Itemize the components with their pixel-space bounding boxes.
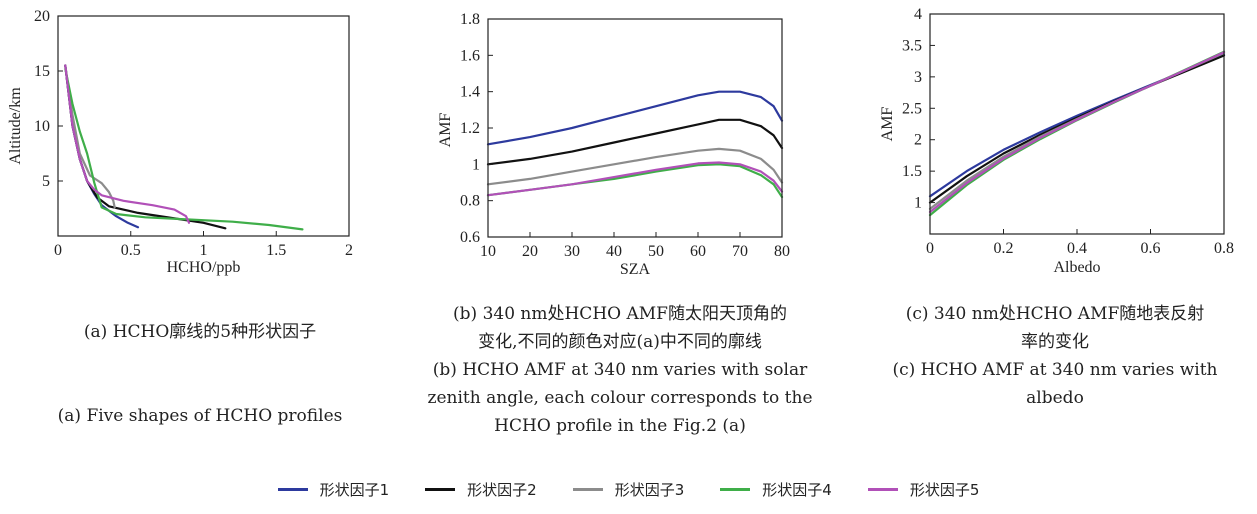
caption-b-en-1: (b) HCHO AMF at 340 nm varies with solar — [432, 360, 808, 380]
caption-a: (a) HCHO廓线的5种形状因子 (a) Five shapes of HCH… — [0, 318, 400, 430]
chart-b-ytick-label: 0.8 — [460, 193, 480, 210]
chart-c: 0 0.2 0.4 0.6 0.8 1 1.5 2 2.5 3 3.5 4 Albedo AMF — [879, 6, 1234, 276]
chart-b-ytick-label: 1.8 — [460, 11, 480, 28]
chart-b-ytick-label: 1.6 — [460, 47, 480, 64]
legend-item-2: 形状因子2 — [425, 479, 537, 500]
chart-b-xlabel: SZA — [620, 261, 651, 278]
chart-a-ytick-label: 10 — [34, 118, 50, 135]
chart-b-frame — [487, 18, 783, 238]
chart-b-xtick-label: 70 — [732, 243, 748, 260]
chart-a: 0 0.5 1 1.5 2 5 10 15 20 HCHO/ppb Altitude/km — [7, 8, 353, 276]
caption-b-en-2: zenith angle, each colour corresponds to… — [427, 388, 813, 408]
chart-b-xtick-label: 40 — [606, 243, 622, 260]
legend-swatch-3 — [572, 487, 603, 491]
legend-item-4: 形状因子4 — [720, 479, 832, 500]
legend-item-1: 形状因子1 — [277, 479, 390, 500]
chart-b-series-3-line — [486, 147, 784, 186]
chart-c-ytick-label: 1 — [914, 195, 922, 212]
caption-c-cn-2: 率的变化 — [1021, 332, 1089, 352]
chart-b-ytick-label: 0.6 — [460, 229, 480, 246]
caption-a-en: (a) Five shapes of HCHO profiles — [57, 406, 343, 426]
chart-c-xtick-label: 0.6 — [1141, 240, 1161, 257]
chart-c-ytick-label: 2 — [914, 132, 922, 149]
legend-item-5: 形状因子5 — [867, 479, 980, 500]
chart-b-ytick-label: 1.4 — [460, 84, 480, 101]
legend-label-2: 形状因子2 — [467, 480, 537, 499]
chart-a-ytick-label: 5 — [42, 173, 50, 190]
caption-a-cn: (a) HCHO廓线的5种形状因子 — [83, 322, 317, 342]
legend-label-4: 形状因子4 — [762, 480, 832, 499]
caption-c: (c) 340 nm处HCHO AMF随地表反射 率的变化 (c) HCHO A… — [855, 300, 1255, 412]
caption-b-en-3: HCHO profile in the Fig.2 (a) — [494, 416, 746, 436]
chart-b-ytick-label: 1.2 — [460, 120, 480, 137]
chart-b: 10 20 30 40 50 60 70 80 0.6 0.8 1 1.2 1.4 1.6 1.8 SZA AM… — [437, 11, 790, 278]
legend-swatch-5 — [867, 487, 898, 491]
caption-c-cn-1: (c) 340 nm处HCHO AMF随地表反射 — [905, 304, 1205, 324]
legend-swatch-1 — [277, 487, 308, 491]
legend-label-3: 形状因子3 — [614, 480, 685, 499]
chart-a-series-3-line — [64, 64, 116, 209]
legend-label-5: 形状因子5 — [909, 480, 980, 499]
chart-a-xtick-label: 0.5 — [121, 242, 141, 259]
chart-c-series-3-line — [928, 51, 1226, 210]
chart-c-ytick-label: 1.5 — [902, 163, 922, 180]
chart-a-series-4-line — [64, 67, 304, 231]
chart-b-xtick-label: 20 — [522, 243, 538, 260]
chart-c-frame — [929, 13, 1225, 235]
chart-b-series-4-line — [486, 163, 784, 199]
chart-c-xlabel: Albedo — [1053, 259, 1100, 276]
caption-c-en-1: (c) HCHO AMF at 340 nm varies with — [892, 360, 1218, 380]
chart-b-series-5-line — [486, 161, 784, 197]
legend: 形状因子1 形状因子2 形状因子3 形状因子4 形状因子5 — [0, 476, 1257, 502]
caption-b: (b) 340 nm处HCHO AMF随太阳天顶角的 变化,不同的颜色对应(a)… — [380, 300, 860, 440]
chart-a-xtick-label: 0 — [54, 242, 62, 259]
legend-swatch-4 — [720, 487, 751, 491]
chart-b-series-2-line — [486, 118, 784, 166]
chart-c-ylabel: AMF — [879, 107, 896, 142]
chart-c-ytick-label: 3 — [914, 69, 922, 86]
chart-c-ytick-label: 2.5 — [902, 100, 922, 117]
chart-b-xtick-label: 60 — [690, 243, 706, 260]
chart-c-series-4-line — [928, 50, 1226, 217]
chart-a-xlabel: HCHO/ppb — [167, 259, 241, 276]
chart-a-xtick-label: 1.5 — [266, 242, 286, 259]
chart-b-xtick-label: 10 — [480, 243, 496, 260]
chart-c-ytick-label: 4 — [914, 6, 922, 23]
chart-b-series-1-line — [486, 90, 784, 146]
chart-c-xtick-label: 0.4 — [1067, 240, 1087, 257]
chart-c-xtick-label: 0.8 — [1214, 240, 1234, 257]
chart-c-ytick-label: 3.5 — [902, 37, 922, 54]
chart-b-xtick-label: 30 — [564, 243, 580, 260]
caption-c-en-2: albedo — [1026, 388, 1084, 408]
chart-c-xtick-label: 0.2 — [994, 240, 1014, 257]
chart-a-frame — [57, 15, 350, 237]
chart-b-xtick-label: 80 — [774, 243, 790, 260]
caption-b-cn-2: 变化,不同的颜色对应(a)中不同的廓线 — [478, 332, 762, 352]
chart-b-ylabel: AMF — [437, 113, 454, 148]
legend-swatch-2 — [425, 487, 456, 491]
chart-c-series-5-line — [928, 51, 1226, 214]
chart-a-xtick-label: 1 — [200, 242, 208, 259]
chart-a-ytick-label: 15 — [34, 63, 50, 80]
chart-b-xtick-label: 50 — [648, 243, 664, 260]
chart-a-ylabel: Altitude/km — [7, 87, 24, 165]
chart-b-ytick-label: 1 — [472, 156, 480, 173]
chart-a-series-5-line — [64, 64, 191, 224]
chart-c-xtick-label: 0 — [926, 240, 934, 257]
legend-label-1: 形状因子1 — [319, 480, 390, 499]
chart-a-ytick-label: 20 — [34, 8, 50, 25]
caption-b-cn-1: (b) 340 nm处HCHO AMF随太阳天顶角的 — [453, 304, 787, 324]
legend-item-3: 形状因子3 — [572, 479, 685, 500]
chart-a-xtick-label: 2 — [345, 242, 353, 259]
